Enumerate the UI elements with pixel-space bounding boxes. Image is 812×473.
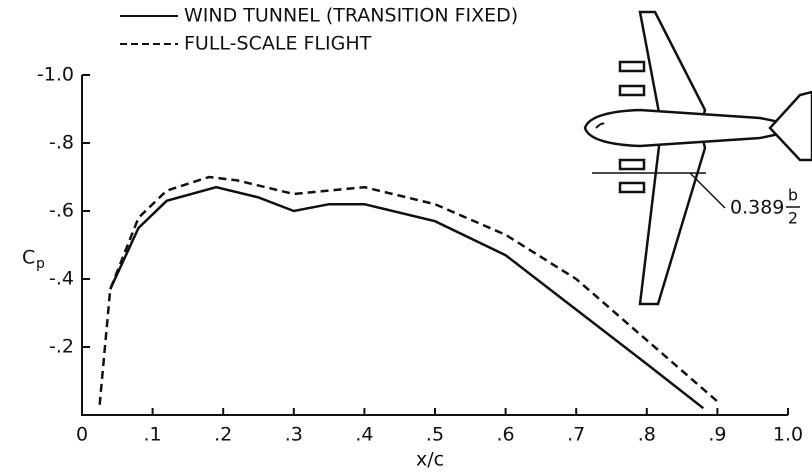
annotation-numerator: b — [788, 186, 798, 205]
x-tick-label: .3 — [285, 424, 303, 446]
y-tick-label: -.4 — [49, 268, 74, 290]
x-tick-label: 1.0 — [773, 424, 803, 446]
annotation: 0.389 — [730, 197, 784, 219]
x-axis-label: x/c — [416, 449, 444, 471]
annotation-denominator: 2 — [788, 209, 798, 228]
legend-label: WIND TUNNEL (TRANSITION FIXED) — [184, 5, 518, 27]
y-axis-label: C — [22, 247, 35, 269]
x-tick-label: .8 — [638, 424, 656, 446]
y-axis-label-sub: p — [36, 256, 45, 272]
x-tick-label: .5 — [426, 424, 444, 446]
x-tick-label: .1 — [144, 424, 162, 446]
x-tick-label: .2 — [214, 424, 232, 446]
series-line — [98, 175, 719, 405]
y-tick-label: -.6 — [49, 200, 74, 222]
x-tick-label: .6 — [497, 424, 515, 446]
legend-label: FULL-SCALE FLIGHT — [184, 33, 372, 55]
y-tick-label: -.8 — [49, 132, 74, 154]
airplane — [583, 10, 812, 306]
y-tick-label: -.2 — [49, 336, 74, 358]
x-tick-label: .7 — [567, 424, 585, 446]
series-line — [109, 185, 705, 410]
x-tick-label: .4 — [355, 424, 373, 446]
x-tick-label: 0 — [76, 424, 88, 446]
x-tick-label: .9 — [708, 424, 726, 446]
y-tick-label: -1.0 — [37, 64, 74, 86]
